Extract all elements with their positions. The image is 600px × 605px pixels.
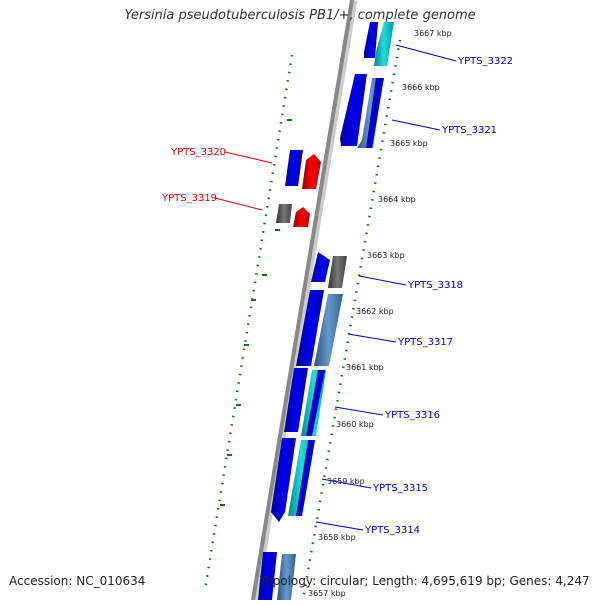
forward-features [258, 22, 394, 600]
tick-label: 3660 kbp [336, 420, 374, 429]
cds-feature[interactable] [296, 440, 315, 516]
cds-feature[interactable] [340, 74, 367, 146]
gc-track-outer [203, 54, 294, 591]
gene-label-ypts-3320[interactable]: YPTS_3320 [170, 147, 226, 158]
backbone [251, 0, 354, 601]
cds-feature[interactable] [374, 22, 394, 66]
cds-feature[interactable] [258, 552, 277, 600]
gc-track-inner [301, 39, 402, 601]
gene-label-ypts-3316[interactable]: YPTS_3316 [384, 410, 440, 421]
tick-label: 3662 kbp [356, 307, 394, 316]
cds-feature[interactable] [328, 256, 347, 288]
cds-feature[interactable] [314, 294, 343, 366]
gene-label-ypts-3317[interactable]: YPTS_3317 [397, 337, 453, 348]
gene-label-ypts-3321[interactable]: YPTS_3321 [441, 125, 497, 136]
map-title: Yersinia pseudotuberculosis PB1/+, compl… [124, 8, 476, 23]
gene-label-ypts-3318[interactable]: YPTS_3318 [407, 280, 463, 291]
gene-label-ypts-3314[interactable]: YPTS_3314 [364, 525, 420, 536]
tick-label: 3663 kbp [367, 251, 405, 260]
tick-label: 3665 kbp [390, 139, 428, 148]
tick-label: 3658 kbp [318, 533, 356, 542]
tick-label: 3661 kbp [346, 363, 384, 372]
gene-label-ypts-3319[interactable]: YPTS_3319 [161, 193, 217, 204]
cds-feature[interactable] [284, 368, 308, 432]
tick-label: 3657 kbp [308, 589, 346, 598]
gene-labels: YPTS_3322 YPTS_3321 YPTS_3318 YPTS_3317 … [161, 56, 513, 536]
reverse-features [276, 150, 321, 227]
cds-feature[interactable] [296, 290, 324, 366]
cds-feature[interactable] [311, 252, 330, 282]
gc-dashes [220, 119, 292, 506]
cds-feature[interactable] [364, 22, 378, 58]
gene-label-ypts-3315[interactable]: YPTS_3315 [372, 483, 428, 494]
topology-text: Topology: circular; Length: 4,695,619 bp… [260, 574, 590, 588]
tick-label: 3659 kbp [327, 477, 365, 486]
cds-feature[interactable] [277, 554, 296, 600]
tick-labels: 3667 kbp 3666 kbp 3665 kbp 3664 kbp 3663… [308, 29, 452, 598]
cds-feature[interactable] [293, 207, 310, 227]
cds-feature[interactable] [285, 150, 303, 186]
label-leaders [214, 44, 457, 531]
cds-feature[interactable] [271, 438, 296, 522]
accession-text: Accession: NC_010634 [9, 574, 146, 588]
cds-feature[interactable] [306, 370, 325, 436]
cds-feature[interactable] [302, 154, 321, 189]
tick-label: 3664 kbp [378, 195, 416, 204]
tick-label: 3667 kbp [414, 29, 452, 38]
gene-label-ypts-3322[interactable]: YPTS_3322 [457, 56, 513, 67]
cds-feature[interactable] [276, 204, 292, 223]
cds-feature[interactable] [366, 78, 384, 148]
tick-label: 3666 kbp [402, 83, 440, 92]
